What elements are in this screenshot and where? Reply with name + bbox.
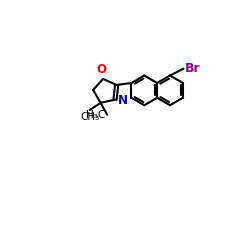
Text: O: O — [97, 64, 107, 76]
Text: Br: Br — [185, 62, 200, 75]
Text: H₃C: H₃C — [86, 110, 105, 120]
Text: CH₃: CH₃ — [81, 112, 100, 122]
Text: N: N — [118, 94, 128, 108]
